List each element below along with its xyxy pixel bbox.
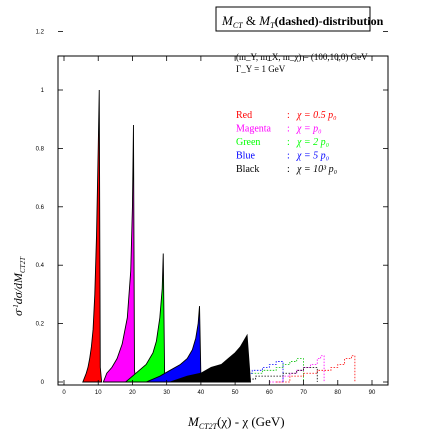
series-area [82, 89, 103, 383]
x-tick-label: 10 [95, 390, 102, 396]
y-tick-label: 0.8 [36, 146, 45, 152]
ylabel-pre: σ [11, 309, 25, 316]
legend-name: Blue [236, 151, 255, 162]
legend-sep: : [287, 110, 290, 121]
params-line-1: (m_Y, m_X, m_χ) = (100,10,0) GeV [236, 52, 368, 62]
xlabel-s: CT2T [199, 422, 218, 431]
x-tick-label: 80 [334, 390, 341, 396]
title-amp: & [243, 13, 260, 28]
dashed-histogram [276, 355, 356, 383]
title-s1: CT [233, 21, 243, 30]
series-area [169, 333, 251, 383]
x-tick-label: 70 [300, 390, 307, 396]
title-m2: M [258, 13, 271, 28]
xlabel-m: M [187, 414, 200, 429]
ylabel-sub: CT2T [19, 256, 27, 273]
x-tick-label: 50 [232, 390, 239, 396]
axis-ticks: 0 0.2 0.4 0.6 0.8 1 1.2 0 10 20 30 40 50 60 70 80 90 [36, 30, 388, 396]
title-m1: M [221, 13, 234, 28]
title-rest: (dashed)-distribution [275, 14, 384, 28]
y-tick-label: 0 [41, 380, 45, 386]
legend-sep: : [287, 137, 290, 148]
y-tick-label: 0.2 [36, 322, 45, 328]
chart-title-box: MCT & MT(dashed)-distribution [215, 6, 384, 32]
dashed-histogram [269, 355, 325, 383]
y-tick-label: 0.6 [36, 205, 45, 211]
legend-expr: χ = 5 p₀ [296, 151, 330, 162]
ylabel-mid: dσ/dM [11, 272, 25, 304]
legend-sep: : [287, 124, 290, 135]
y-tick-label: 1.2 [36, 30, 45, 36]
legend-expr: χ = 0.5 p₀ [296, 110, 337, 121]
x-tick-label: 30 [163, 390, 170, 396]
legend-sep: : [287, 164, 290, 175]
legend-name: Red [236, 110, 252, 121]
plot-frame [57, 55, 389, 386]
ylabel-sup: -1 [12, 304, 20, 310]
solid-distributions [82, 89, 251, 383]
y-axis-label: σ-1dσ/dMCT2T [11, 256, 27, 316]
x-tick-label: 20 [129, 390, 136, 396]
chart-title: MCT & MT(dashed)-distribution [221, 13, 384, 30]
x-tick-label: 60 [266, 390, 273, 396]
legend-expr: χ = p₀ [296, 124, 322, 135]
xlabel-rest: (χ) - χ (GeV) [217, 414, 284, 429]
legend: Red: χ = 0.5 p₀ Magenta: χ = p₀ Green: χ = 2 … [236, 110, 338, 175]
params-line-2: Γ_Y = 1 GeV [236, 64, 286, 74]
dashed-histogram [221, 358, 304, 383]
series-area [102, 125, 137, 383]
legend-expr: χ = 10³ p₀ [296, 164, 338, 175]
x-tick-label: 40 [198, 390, 205, 396]
x-tick-label: 0 [62, 390, 66, 396]
legend-name: Magenta [236, 124, 272, 135]
legend-name: Black [236, 164, 259, 175]
y-tick-label: 1 [41, 88, 45, 94]
legend-expr: χ = 2 p₀ [296, 137, 330, 148]
x-tick-label: 90 [369, 390, 376, 396]
x-axis-label: MCT2T(χ) - χ (GeV) [187, 414, 285, 431]
legend-sep: : [287, 151, 290, 162]
title-s2: T [270, 21, 275, 30]
legend-name: Green [236, 137, 260, 148]
y-tick-label: 0.4 [36, 263, 45, 269]
